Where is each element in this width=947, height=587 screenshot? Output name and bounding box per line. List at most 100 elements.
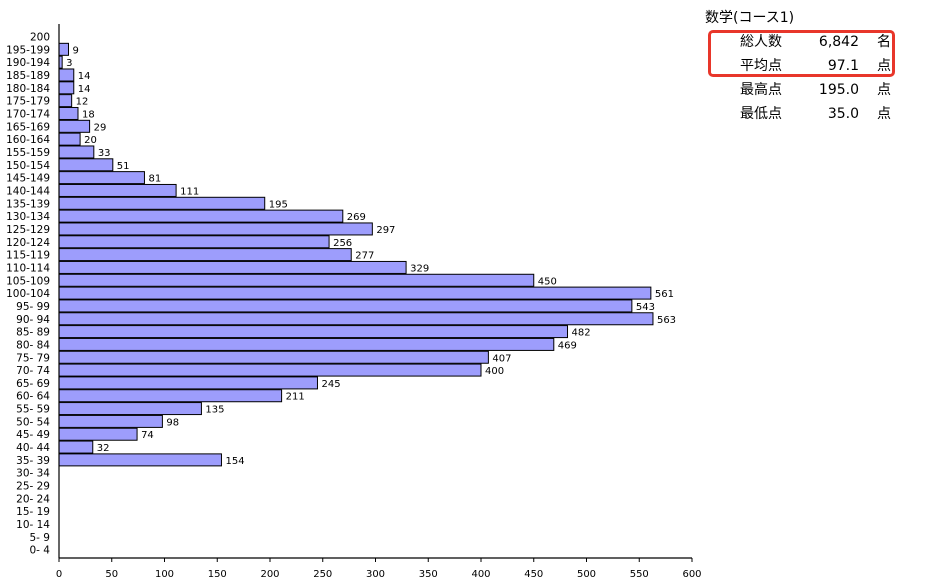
highlight-box xyxy=(708,30,895,77)
value-label: 543 xyxy=(636,302,655,313)
bars-layer xyxy=(58,42,654,467)
value-label: 482 xyxy=(572,328,591,339)
bar xyxy=(58,119,91,133)
category-label: 50- 54 xyxy=(16,416,50,428)
category-label: 190-194 xyxy=(6,57,50,69)
category-label: 175-179 xyxy=(6,96,50,108)
bar xyxy=(58,350,489,364)
category-label: 180-184 xyxy=(6,83,50,95)
category-label: 5- 9 xyxy=(30,532,51,544)
x-tick-label: 550 xyxy=(630,569,649,580)
value-label: 111 xyxy=(180,186,199,197)
category-label: 160-164 xyxy=(6,134,50,146)
category-label: 80- 84 xyxy=(16,339,50,351)
bar xyxy=(58,299,633,313)
value-label: 98 xyxy=(166,417,179,428)
x-tick-label: 100 xyxy=(155,569,174,580)
category-label: 30- 34 xyxy=(16,468,50,480)
bar xyxy=(58,312,654,326)
bar xyxy=(58,196,266,210)
stat-row-average: 平均点 97.1 点 xyxy=(705,54,905,78)
category-label: 155-159 xyxy=(6,147,50,159)
value-label: 329 xyxy=(410,263,429,274)
category-label: 75- 79 xyxy=(16,352,50,364)
category-label: 195-199 xyxy=(6,44,50,56)
value-label: 400 xyxy=(485,366,504,377)
x-tick-label: 0 xyxy=(56,569,62,580)
value-label: 20 xyxy=(84,135,97,146)
value-label: 154 xyxy=(225,456,244,467)
x-tick-label: 150 xyxy=(208,569,227,580)
category-label: 115-119 xyxy=(6,250,50,262)
stat-row-total: 総人数 6,842 名 xyxy=(705,30,905,54)
category-label: 170-174 xyxy=(6,108,50,120)
bar xyxy=(58,389,283,403)
x-tick-label: 300 xyxy=(366,569,385,580)
stat-row-min: 最低点 35.0 点 xyxy=(705,102,905,126)
bar xyxy=(58,337,555,351)
bar xyxy=(58,94,73,108)
bar xyxy=(58,402,202,416)
category-label: 145-149 xyxy=(6,173,50,185)
value-label: 32 xyxy=(97,443,110,454)
value-label: 29 xyxy=(94,122,107,133)
stats-panel: 数学(コース1) 総人数 6,842 名 平均点 97.1 点 最高点 195.… xyxy=(705,6,935,122)
category-label: 140-144 xyxy=(6,185,50,197)
bar xyxy=(58,145,95,159)
stat-label: 最高点 xyxy=(740,82,782,98)
value-label: 407 xyxy=(492,353,511,364)
bar xyxy=(58,363,482,377)
bar xyxy=(58,183,177,197)
stat-unit: 点 xyxy=(877,82,891,98)
bar xyxy=(58,376,318,390)
stat-label: 総人数 xyxy=(740,34,782,50)
value-label: 256 xyxy=(333,238,352,249)
bar xyxy=(58,273,535,287)
bar xyxy=(58,81,75,95)
value-label: 469 xyxy=(558,340,577,351)
bar xyxy=(58,42,69,56)
value-label: 3 xyxy=(66,58,72,69)
stat-unit: 名 xyxy=(877,34,891,50)
x-tick-label: 250 xyxy=(313,569,332,580)
x-tick-label: 450 xyxy=(524,569,543,580)
value-label: 33 xyxy=(98,148,111,159)
bar xyxy=(58,106,79,120)
x-axis-ticks: 0 50 100 150 200 250 300 350 400 450 500 550 600 xyxy=(56,558,702,580)
category-label: 110-114 xyxy=(6,262,50,274)
stat-unit: 点 xyxy=(877,58,891,74)
bar xyxy=(58,440,94,454)
value-label: 450 xyxy=(538,276,557,287)
bar xyxy=(58,68,75,82)
value-label: 12 xyxy=(76,97,89,108)
category-label: 85- 89 xyxy=(16,327,50,339)
category-label: 95- 99 xyxy=(16,301,50,313)
value-label: 14 xyxy=(78,84,91,95)
category-label: 150-154 xyxy=(6,160,50,172)
bar xyxy=(58,222,373,236)
x-tick-label: 500 xyxy=(577,569,596,580)
category-label: 185-189 xyxy=(6,70,50,82)
category-label: 15- 19 xyxy=(16,506,50,518)
stat-value: 195.0 xyxy=(818,82,859,98)
value-label: 135 xyxy=(205,405,224,416)
stat-value: 35.0 xyxy=(827,106,859,122)
stat-label: 最低点 xyxy=(740,106,782,122)
value-label: 563 xyxy=(657,315,676,326)
category-label: 130-134 xyxy=(6,211,50,223)
category-label: 165-169 xyxy=(6,121,50,133)
bar xyxy=(58,171,145,185)
bar xyxy=(58,248,352,262)
x-tick-label: 200 xyxy=(260,569,279,580)
stat-unit: 点 xyxy=(877,106,891,122)
value-label: 18 xyxy=(82,109,95,120)
category-labels: 200195-199190-194185-189180-184175-17917… xyxy=(6,32,50,557)
category-label: 35- 39 xyxy=(16,455,50,467)
category-label: 200 xyxy=(30,32,50,44)
category-label: 125-129 xyxy=(6,224,50,236)
x-tick-label: 600 xyxy=(682,569,701,580)
category-label: 10- 14 xyxy=(16,519,50,531)
bar xyxy=(58,158,114,172)
